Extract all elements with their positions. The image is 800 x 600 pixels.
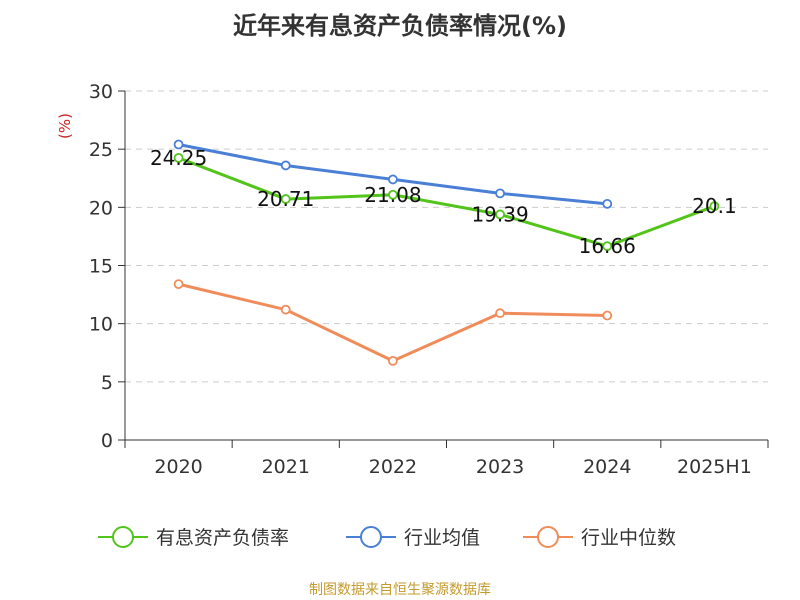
legend-label: 有息资产负债率 [156,527,289,549]
y-tick-label: 0 [101,430,113,452]
data-point [173,139,184,150]
data-point [602,310,613,321]
y-tick-label: 25 [89,139,113,161]
data-point [709,201,720,212]
data-point [280,194,291,204]
data-label: 20.71 [257,187,314,211]
series-line [178,156,715,248]
legend: 有息资产负债率 行业均值 行业中位数 [98,526,676,549]
data-point [173,279,184,290]
data-point [388,189,398,200]
data-point [280,160,291,171]
y-tick-label: 10 [89,314,113,336]
chart-title: 近年来有息资产负债率情况(%) [233,12,567,40]
data-labels: 24.25 20.71 21.08 19.39 16.66 20.1 [150,146,737,258]
data-label: 20.1 [692,194,737,218]
axes: 0 5 10 15 20 25 30 2020 2021 2022 2023 2024 2025H1 [89,81,769,478]
data-point [602,241,613,252]
legend-label: 行业均值 [404,527,480,549]
legend-label: 行业中位数 [581,527,676,549]
x-tick-label: 2022 [369,456,417,478]
data-label: 24.25 [150,146,207,170]
data-point [388,355,398,366]
y-axis-label: (%) [56,113,74,139]
y-tick-label: 5 [101,372,113,394]
data-point [495,308,505,319]
data-label: 21.08 [364,183,421,207]
legend-swatch-marker [112,526,134,548]
data-point [495,188,505,199]
data-point [495,209,505,220]
legend-swatch-marker [360,526,382,548]
x-tick-label: 2020 [154,456,202,478]
x-tick-label: 2025H1 [677,456,752,478]
series-lines [173,139,720,366]
y-tick-label: 20 [89,197,113,219]
x-tick-label: 2021 [262,456,310,478]
source-note: 制图数据来自恒生聚源数据库 [309,582,491,598]
data-point [602,198,613,209]
data-point [388,174,398,185]
y-tick-label: 30 [89,81,113,103]
grid-lines [125,90,768,383]
data-point [280,304,291,315]
legend-swatch-marker [537,526,559,548]
y-tick-label: 15 [89,256,113,278]
series-line [178,282,608,363]
data-point [173,152,184,163]
data-label: 16.66 [579,234,636,258]
x-tick-label: 2024 [583,456,631,478]
x-tick-label: 2023 [476,456,524,478]
data-label: 19.39 [471,202,528,226]
